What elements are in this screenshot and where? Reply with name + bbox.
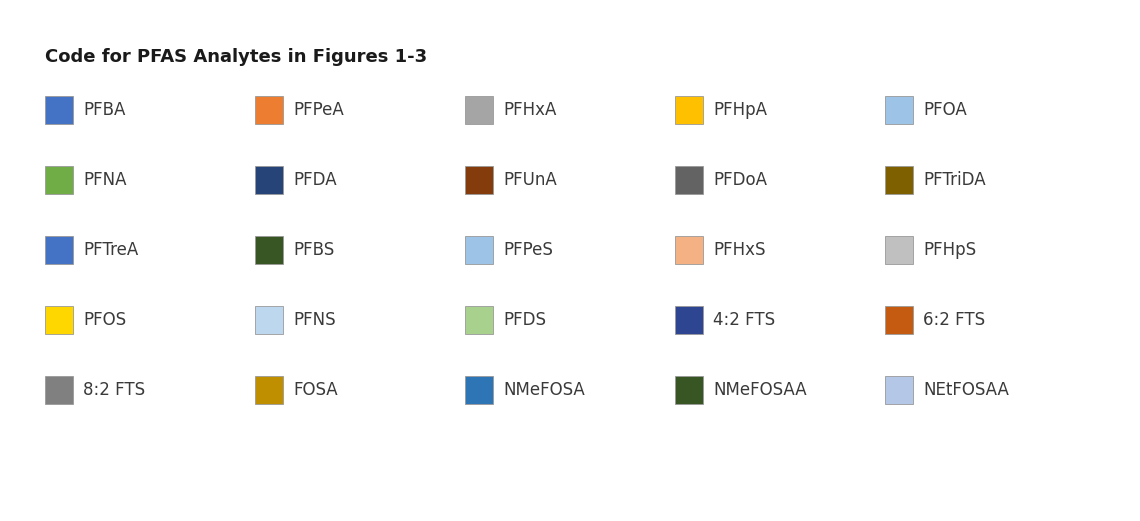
FancyBboxPatch shape bbox=[465, 306, 492, 334]
Text: PFNS: PFNS bbox=[293, 311, 335, 329]
FancyBboxPatch shape bbox=[885, 236, 913, 264]
FancyBboxPatch shape bbox=[675, 236, 703, 264]
FancyBboxPatch shape bbox=[465, 236, 492, 264]
Text: PFTreA: PFTreA bbox=[83, 241, 138, 259]
Text: 4:2 FTS: 4:2 FTS bbox=[712, 311, 775, 329]
FancyBboxPatch shape bbox=[675, 306, 703, 334]
FancyBboxPatch shape bbox=[255, 376, 283, 404]
Text: NMeFOSA: NMeFOSA bbox=[503, 381, 585, 399]
FancyBboxPatch shape bbox=[255, 306, 283, 334]
FancyBboxPatch shape bbox=[885, 96, 913, 124]
FancyBboxPatch shape bbox=[885, 376, 913, 404]
FancyBboxPatch shape bbox=[675, 376, 703, 404]
Text: 6:2 FTS: 6:2 FTS bbox=[923, 311, 985, 329]
Text: PFDA: PFDA bbox=[293, 171, 336, 189]
Text: NMeFOSAA: NMeFOSAA bbox=[712, 381, 807, 399]
Text: PFHpA: PFHpA bbox=[712, 101, 767, 119]
FancyBboxPatch shape bbox=[44, 376, 73, 404]
FancyBboxPatch shape bbox=[465, 376, 492, 404]
Text: NEtFOSAA: NEtFOSAA bbox=[923, 381, 1009, 399]
Text: PFTriDA: PFTriDA bbox=[923, 171, 986, 189]
FancyBboxPatch shape bbox=[675, 166, 703, 194]
FancyBboxPatch shape bbox=[44, 96, 73, 124]
Text: PFDS: PFDS bbox=[503, 311, 546, 329]
FancyBboxPatch shape bbox=[44, 166, 73, 194]
Text: PFHpS: PFHpS bbox=[923, 241, 976, 259]
FancyBboxPatch shape bbox=[885, 306, 913, 334]
Text: PFHxS: PFHxS bbox=[712, 241, 765, 259]
Text: PFNA: PFNA bbox=[83, 171, 127, 189]
Text: 8:2 FTS: 8:2 FTS bbox=[83, 381, 145, 399]
FancyBboxPatch shape bbox=[465, 166, 492, 194]
Text: FOSA: FOSA bbox=[293, 381, 337, 399]
FancyBboxPatch shape bbox=[465, 96, 492, 124]
Text: PFPeA: PFPeA bbox=[293, 101, 344, 119]
FancyBboxPatch shape bbox=[675, 96, 703, 124]
Text: PFOS: PFOS bbox=[83, 311, 127, 329]
FancyBboxPatch shape bbox=[44, 306, 73, 334]
Text: PFOA: PFOA bbox=[923, 101, 967, 119]
Text: PFDoA: PFDoA bbox=[712, 171, 767, 189]
FancyBboxPatch shape bbox=[885, 166, 913, 194]
FancyBboxPatch shape bbox=[255, 96, 283, 124]
FancyBboxPatch shape bbox=[255, 236, 283, 264]
FancyBboxPatch shape bbox=[255, 166, 283, 194]
Text: PFBS: PFBS bbox=[293, 241, 334, 259]
Text: PFPeS: PFPeS bbox=[503, 241, 553, 259]
Text: PFHxA: PFHxA bbox=[503, 101, 556, 119]
Text: PFBA: PFBA bbox=[83, 101, 125, 119]
Text: PFUnA: PFUnA bbox=[503, 171, 556, 189]
FancyBboxPatch shape bbox=[44, 236, 73, 264]
Text: Code for PFAS Analytes in Figures 1-3: Code for PFAS Analytes in Figures 1-3 bbox=[44, 48, 428, 66]
